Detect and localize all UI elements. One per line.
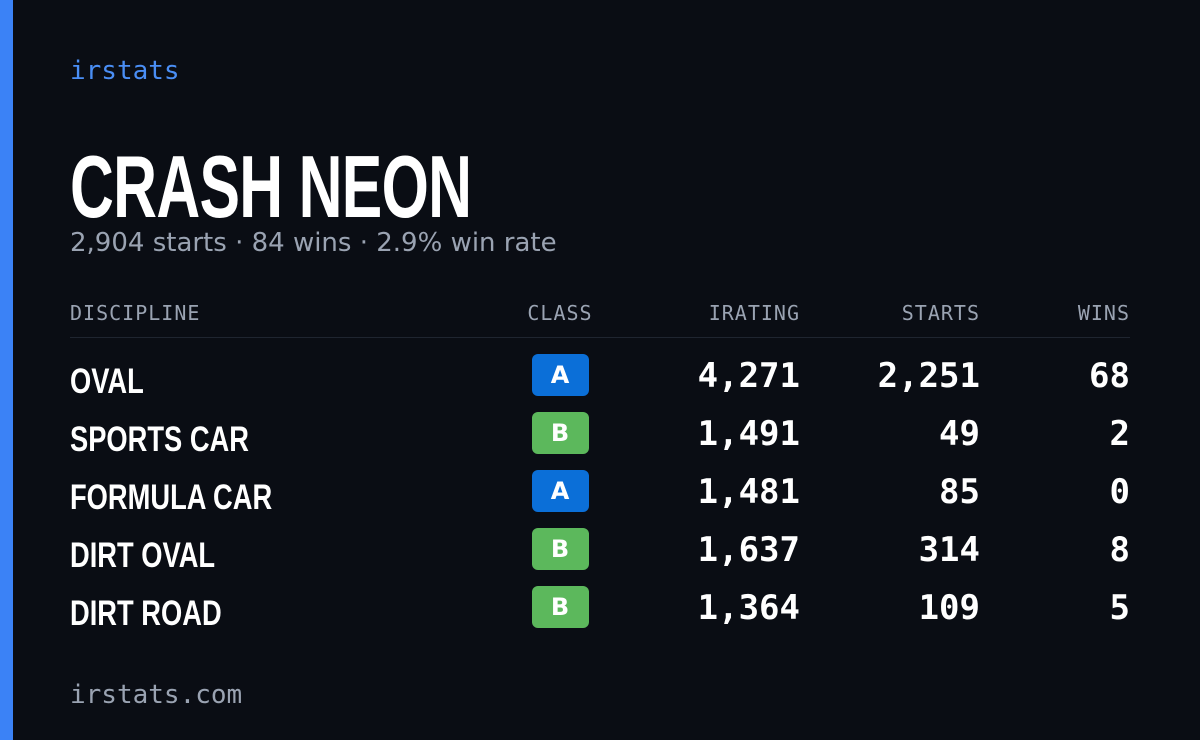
wins: 68 <box>1089 356 1130 396</box>
driver-name: CRASH NEON <box>70 137 472 236</box>
brand: irstats <box>70 56 180 86</box>
discipline: OVAL <box>70 362 144 401</box>
column-header: CLASS <box>527 301 593 325</box>
wins: 2 <box>1109 414 1130 454</box>
column-header: IRATING <box>708 301 800 325</box>
discipline: DIRT ROAD <box>70 594 222 633</box>
accent-bar <box>0 0 13 740</box>
summary: 2,904 starts · 84 wins · 2.9% win rate <box>70 228 557 258</box>
starts: 109 <box>918 588 980 628</box>
class-badge: B <box>531 528 589 570</box>
irating: 1,491 <box>697 414 800 454</box>
starts: 2,251 <box>877 356 980 396</box>
irating: 4,271 <box>697 356 800 396</box>
column-header: DISCIPLINE <box>70 301 201 325</box>
starts: 49 <box>939 414 980 454</box>
wins: 8 <box>1109 530 1130 570</box>
footer: irstats.com <box>70 680 243 710</box>
column-header: STARTS <box>901 301 980 325</box>
class-badge: A <box>531 354 589 396</box>
irating: 1,364 <box>697 588 800 628</box>
irating: 1,481 <box>697 472 800 512</box>
wins: 5 <box>1109 588 1130 628</box>
discipline: SPORTS CAR <box>70 420 249 459</box>
class-badge: A <box>531 470 589 512</box>
discipline: DIRT OVAL <box>70 536 216 575</box>
starts: 85 <box>939 472 980 512</box>
column-header: WINS <box>1077 301 1130 325</box>
discipline: FORMULA CAR <box>70 478 273 517</box>
class-badge: B <box>531 586 589 628</box>
irating: 1,637 <box>697 530 800 570</box>
wins: 0 <box>1109 472 1130 512</box>
class-badge: B <box>531 412 589 454</box>
divider <box>70 337 1130 338</box>
starts: 314 <box>918 530 980 570</box>
